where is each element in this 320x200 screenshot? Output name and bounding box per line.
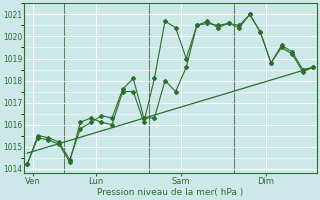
X-axis label: Pression niveau de la mer( hPa ): Pression niveau de la mer( hPa ) [97,188,244,197]
